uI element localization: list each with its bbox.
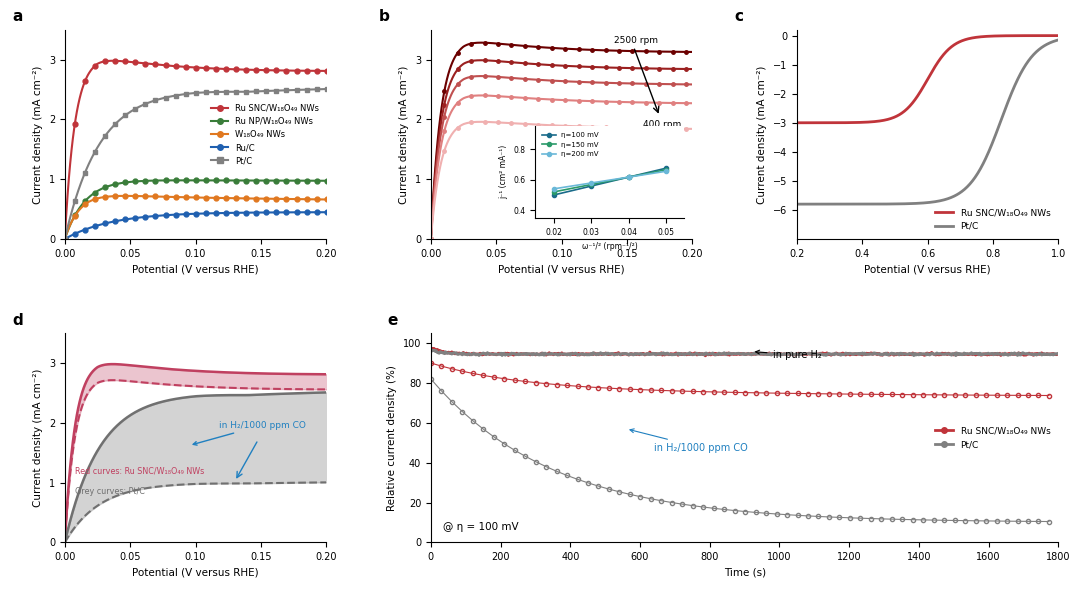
X-axis label: Time (s): Time (s) xyxy=(724,567,766,578)
Y-axis label: Relative current density (%): Relative current density (%) xyxy=(388,365,397,511)
X-axis label: Potential (V versus RHE): Potential (V versus RHE) xyxy=(864,264,991,274)
Legend: Ru SNC/W₁₈O₄₉ NWs, Ru NP/W₁₈O₄₉ NWs, W₁₈O₄₉ NWs, Ru/C, Pt/C: Ru SNC/W₁₈O₄₉ NWs, Ru NP/W₁₈O₄₉ NWs, W₁₈… xyxy=(208,100,322,169)
Text: 400 rpm: 400 rpm xyxy=(643,120,680,129)
Text: 2500 rpm: 2500 rpm xyxy=(613,36,658,45)
Text: Grey curves: Pt/C: Grey curves: Pt/C xyxy=(76,488,145,496)
Text: e: e xyxy=(387,313,397,328)
X-axis label: Potential (V versus RHE): Potential (V versus RHE) xyxy=(132,264,259,274)
Text: in pure H₂: in pure H₂ xyxy=(756,350,821,360)
Legend: Ru SNC/W₁₈O₄₉ NWs, Pt/C: Ru SNC/W₁₈O₄₉ NWs, Pt/C xyxy=(932,205,1054,234)
Y-axis label: Current density (mA cm⁻²): Current density (mA cm⁻²) xyxy=(33,368,43,507)
Text: b: b xyxy=(379,10,390,24)
Y-axis label: Current density (mA cm⁻²): Current density (mA cm⁻²) xyxy=(33,65,43,204)
Text: @ η = 100 mV: @ η = 100 mV xyxy=(444,522,519,532)
X-axis label: Potential (V versus RHE): Potential (V versus RHE) xyxy=(132,567,259,578)
Text: in H₂/1000 ppm CO: in H₂/1000 ppm CO xyxy=(193,421,306,445)
Text: c: c xyxy=(734,10,743,24)
Text: Red curves: Ru SNC/W₁₈O₄₉ NWs: Red curves: Ru SNC/W₁₈O₄₉ NWs xyxy=(76,466,204,476)
Legend: Ru SNC/W₁₈O₄₉ NWs, Pt/C: Ru SNC/W₁₈O₄₉ NWs, Pt/C xyxy=(932,423,1054,452)
X-axis label: Potential (V versus RHE): Potential (V versus RHE) xyxy=(498,264,625,274)
Y-axis label: Current density (mA cm⁻²): Current density (mA cm⁻²) xyxy=(400,65,409,204)
Text: a: a xyxy=(13,10,23,24)
Text: in H₂/1000 ppm CO: in H₂/1000 ppm CO xyxy=(630,429,747,453)
Y-axis label: Current density (mA cm⁻²): Current density (mA cm⁻²) xyxy=(757,65,767,204)
Text: d: d xyxy=(13,313,24,328)
